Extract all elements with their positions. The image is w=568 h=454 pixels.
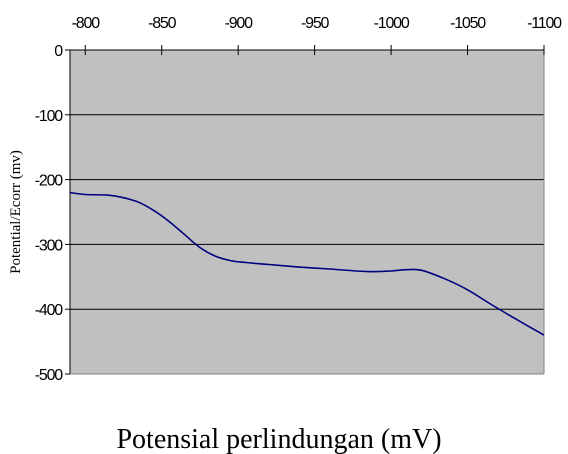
y-tick-label: -100 (35, 108, 64, 125)
x-tick-label: -800 (72, 15, 101, 32)
y-tick-label: -500 (35, 367, 64, 384)
plot-area (70, 50, 544, 374)
y-tick-label: 0 (54, 43, 63, 60)
y-tick-label: -200 (35, 173, 64, 190)
x-axis-label: Potensial perlindungan (mV) (116, 424, 441, 454)
x-tick-label: -1050 (450, 15, 486, 32)
x-tick-label: -1100 (527, 15, 562, 32)
axes (69, 49, 545, 375)
tick-labels: -800 -850 -900 -950 -1000 -1050 -1100 0 -100 -200… (35, 15, 564, 384)
x-tick-label: -1000 (374, 15, 410, 32)
y-axis-label: Potential/Ecorr (mv) (8, 150, 24, 274)
x-tick-label: -950 (301, 15, 330, 32)
series-lines (69, 191, 545, 336)
gridlines (70, 114, 544, 310)
y-tick-label: -300 (35, 237, 64, 254)
series-line (69, 191, 545, 336)
x-tick-label: -900 (225, 15, 254, 32)
x-tick-label: -850 (148, 15, 177, 32)
y-tick-label: -400 (35, 302, 64, 319)
